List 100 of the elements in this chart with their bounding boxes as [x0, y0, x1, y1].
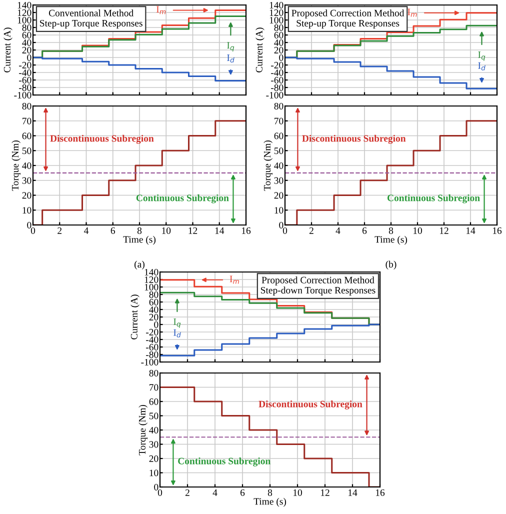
y-tick-label: 10 [274, 207, 284, 214]
y-tick-label: 50 [149, 412, 158, 420]
y-tick-label: 60 [22, 32, 32, 38]
y-tick-label: 140 [18, 2, 32, 8]
x-tick-label: 2 [58, 227, 62, 234]
y-tick-label: 40 [149, 306, 158, 313]
x-tick-label: 16 [242, 227, 251, 234]
annotation: Discontinuous Subregion [50, 134, 154, 144]
y-tick-label: 20 [22, 192, 32, 199]
x-tick-label: 10 [413, 227, 422, 234]
y-axis-title: Current (A) [130, 294, 140, 340]
x-tick-label: 14 [466, 227, 476, 234]
text: I$_{q}$ [478, 51, 486, 61]
y-tick-label: 80 [22, 102, 32, 110]
series-label: I$_{d}$ [227, 54, 234, 63]
y-axis-title: Torque (Nm) [138, 404, 148, 456]
y-tick-label: -60 [19, 76, 32, 84]
y-tick-label: 70 [274, 118, 284, 124]
y-tick-label: 0 [154, 321, 158, 328]
x-tick-label: 10 [293, 489, 302, 496]
y-tick-label: -40 [19, 69, 32, 76]
y-tick-label: 10 [22, 207, 32, 214]
y-tick-label: 70 [150, 384, 158, 391]
legend-label: I$_{m}$ [156, 6, 166, 14]
y-tick-label: 80 [274, 24, 284, 31]
y-tick-label: 0 [279, 222, 284, 228]
y-tick-label: 60 [149, 298, 158, 306]
y-tick-label: -40 [146, 336, 158, 343]
y-tick-label: 30 [149, 441, 158, 448]
y-tick-label: 40 [149, 426, 158, 434]
y-tick-label: 120 [270, 9, 284, 16]
x-tick-label: 8 [268, 489, 272, 496]
legend-label: I$_{m}$ [408, 8, 417, 17]
y-tick-label: 0 [27, 222, 32, 228]
annotation: Discontinuous Subregion [302, 134, 406, 144]
x-tick-label: 4 [84, 227, 89, 234]
x-axis-title: Time (s) [254, 498, 286, 507]
y-tick-label: 40 [274, 39, 284, 46]
x-tick-label: 6 [240, 489, 245, 496]
y-axis-title: Torque (Nm) [264, 140, 272, 191]
x-axis-title: Time (s) [374, 236, 408, 245]
x-tick-label: 2 [185, 489, 190, 496]
y-tick-label: -20 [146, 328, 158, 336]
x-tick-label: 6 [110, 227, 116, 234]
y-tick-label: 0 [154, 484, 158, 490]
y-tick-label: 120 [144, 276, 158, 283]
y-tick-label: -60 [271, 76, 284, 84]
y-tick-label: -60 [146, 344, 158, 350]
x-tick-label: 8 [388, 227, 394, 234]
y-tick-label: 80 [149, 291, 158, 298]
text: I$_{q}$ [174, 318, 181, 328]
y-tick-label: 80 [22, 24, 32, 31]
y-tick-label: 40 [22, 162, 32, 169]
x-tick-label: 16 [492, 227, 502, 234]
x-tick-label: 14 [348, 489, 358, 496]
y-tick-label: -100 [266, 92, 284, 98]
y-tick-label: -40 [271, 69, 284, 76]
y-tick-label: 20 [274, 192, 284, 199]
x-tick-label: 4 [212, 489, 218, 496]
y-tick-label: 40 [274, 162, 284, 169]
y-tick-label: 20 [22, 46, 32, 54]
y-tick-label: 0 [27, 54, 32, 61]
y-tick-label: 30 [274, 177, 284, 184]
series-label: I$_{d}$ [174, 329, 181, 338]
y-tick-label: -20 [19, 62, 32, 68]
y-tick-label: 100 [270, 16, 284, 24]
series-label: I$_{d}$ [478, 62, 486, 70]
x-tick-label: 12 [188, 227, 198, 234]
y-tick-label: 30 [22, 177, 32, 184]
y-tick-label: -100 [141, 358, 158, 366]
y-tick-label: 140 [270, 2, 284, 8]
text: (b) [386, 260, 396, 270]
x-tick-label: 12 [320, 489, 330, 496]
y-axis-title: Current (A) [256, 28, 264, 72]
y-axis-title: Torque (Nm) [12, 140, 20, 191]
y-tick-label: -20 [271, 62, 284, 68]
y-tick-label: -100 [14, 92, 32, 98]
y-tick-label: 60 [274, 132, 284, 140]
y-tick-label: 70 [22, 118, 32, 124]
y-axis-title: Current (A) [4, 28, 12, 72]
x-tick-label: 4 [336, 227, 340, 234]
x-tick-label: 8 [137, 227, 142, 234]
y-tick-label: 0 [279, 54, 284, 61]
x-tick-label: 12 [440, 227, 448, 234]
annotation: Continuous Subregion [387, 194, 480, 204]
y-tick-label: 120 [18, 9, 32, 16]
y-tick-label: 20 [274, 46, 284, 54]
y-tick-label: 60 [149, 398, 158, 405]
y-tick-label: 80 [274, 102, 284, 110]
text: (a) [134, 260, 144, 270]
y-tick-label: 60 [274, 32, 284, 38]
annotation: Continuous Subregion [178, 457, 270, 466]
x-tick-label: 2 [309, 227, 314, 234]
y-tick-label: -80 [271, 84, 284, 91]
x-axis-title: Time (s) [123, 236, 156, 245]
text: Proposed Correction Method Step-down Torque Responses [260, 276, 376, 296]
text: Conventional Method Step-up Torque Responses [40, 10, 142, 28]
x-tick-label: 6 [362, 227, 367, 234]
annotation: Discontinuous Subregion [258, 400, 362, 410]
text: Proposed Correction Method Step-up Torque Responses [292, 10, 404, 28]
